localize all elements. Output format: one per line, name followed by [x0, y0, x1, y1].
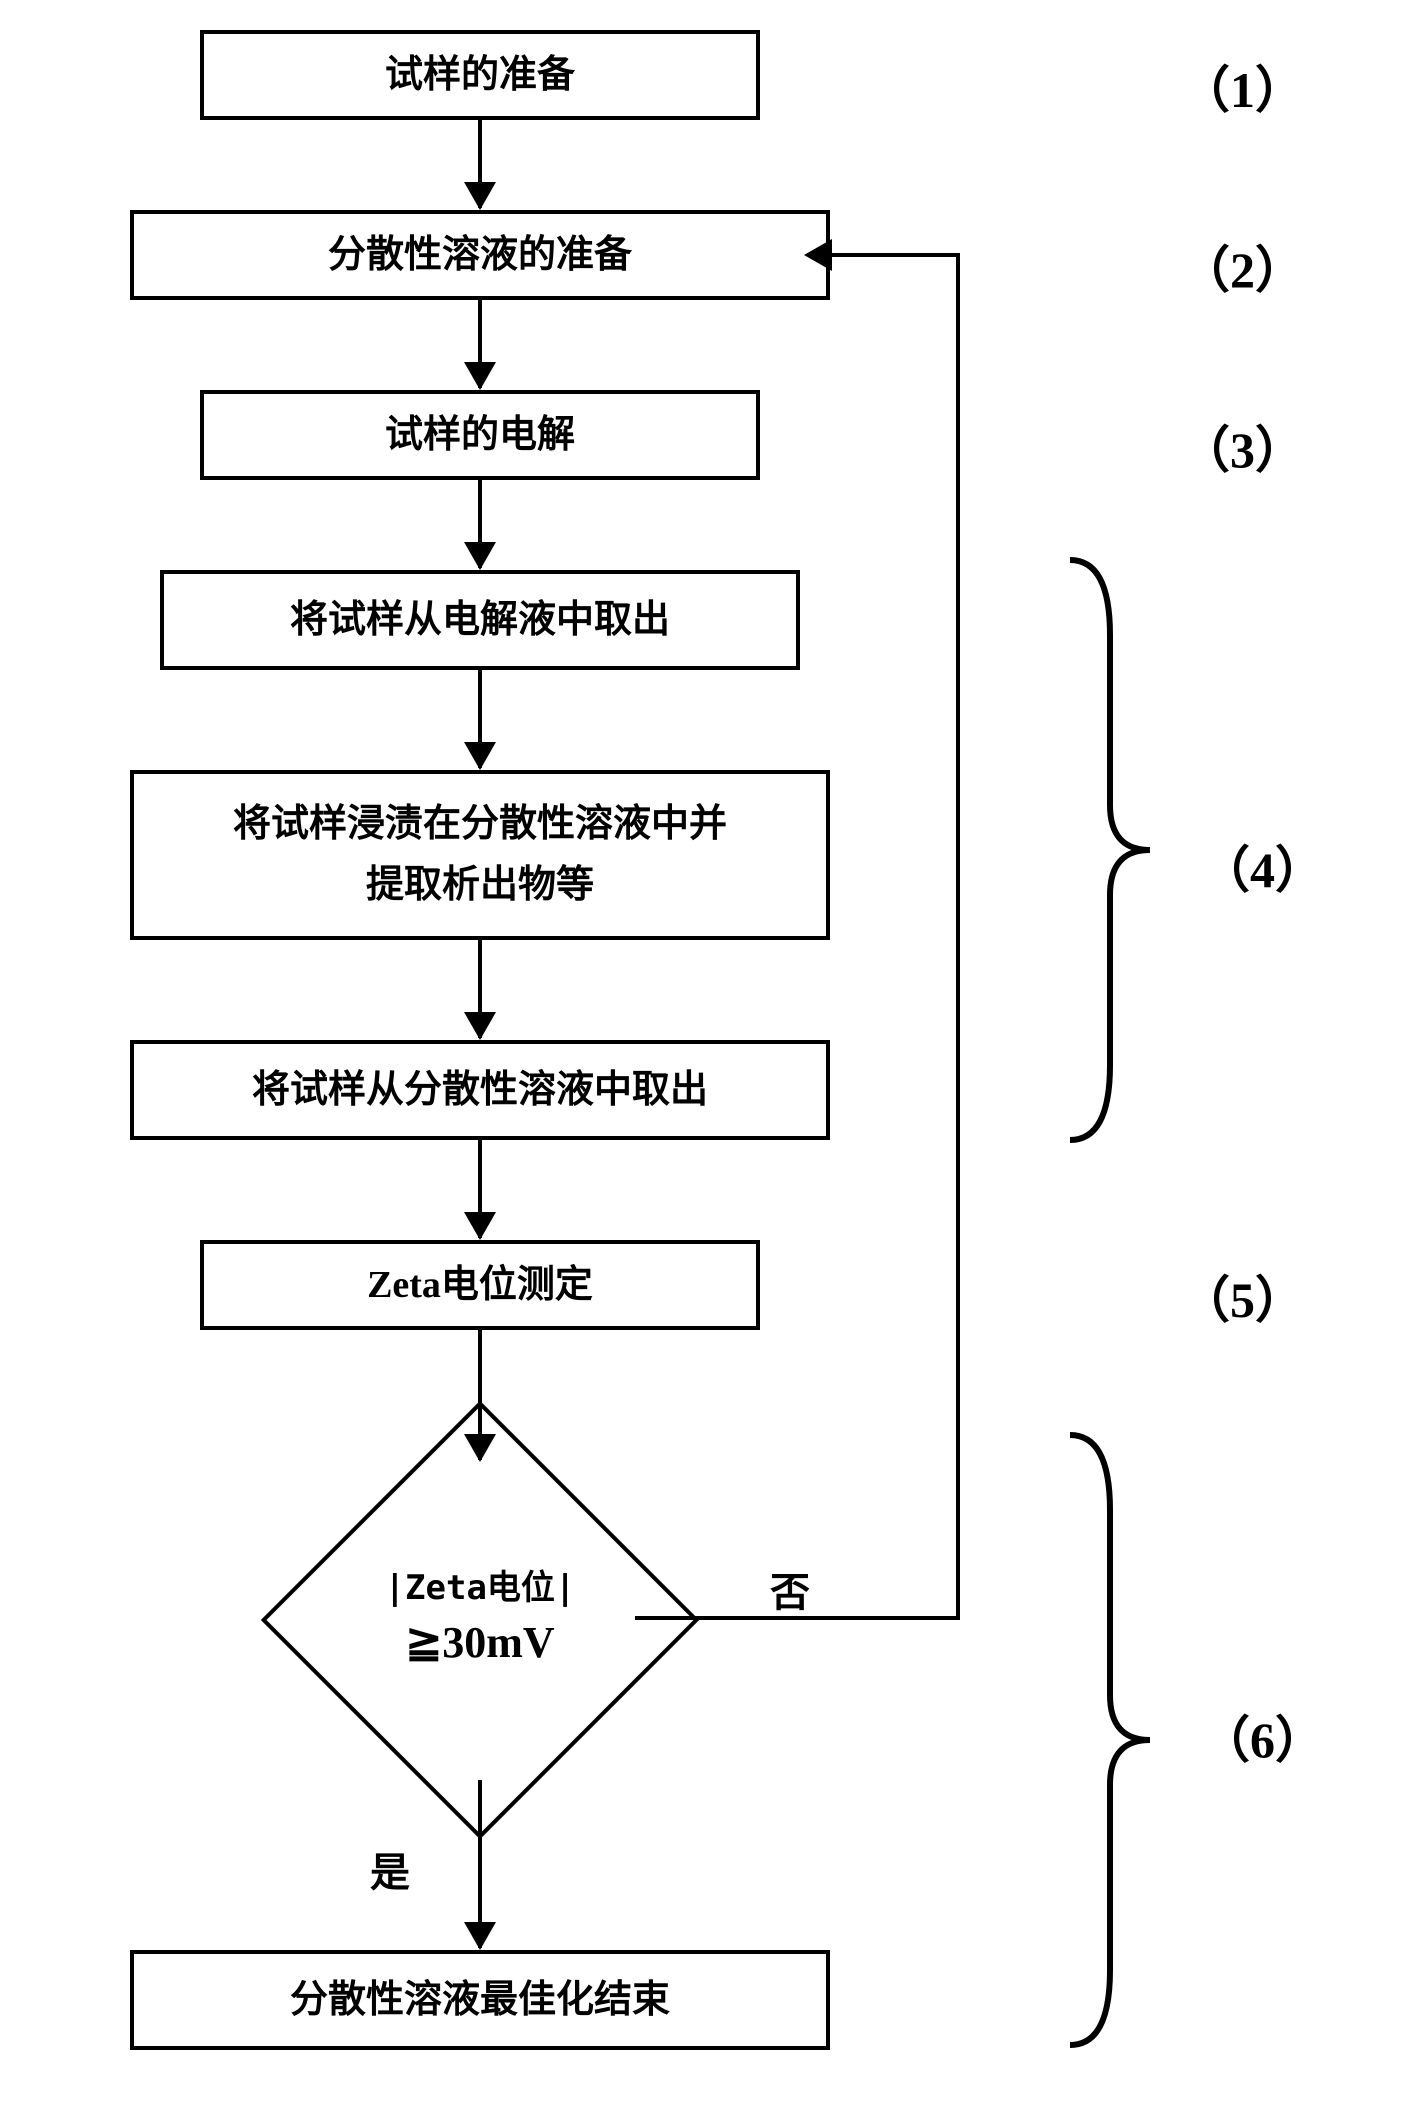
- brace-4-icon: [1050, 555, 1170, 1145]
- step-label-2: （2）: [1180, 230, 1305, 302]
- feedback-hline-top: [830, 253, 960, 257]
- box-text: 试样的准备: [385, 45, 575, 106]
- diamond-line2: ≧30mV: [330, 1617, 630, 1668]
- box-text: 将试样浸渍在分散性溶液中并 提取析出物等: [233, 794, 727, 916]
- box-text: 试样的电解: [385, 405, 575, 466]
- arrow-4: [478, 670, 482, 768]
- box-optimization-end: 分散性溶液最佳化结束: [130, 1950, 830, 2050]
- box-sample-prep: 试样的准备: [200, 30, 760, 120]
- label-yes: 是: [370, 1840, 410, 1898]
- diamond-text: |Zeta电位| ≧30mV: [330, 1560, 630, 1668]
- arrow-1: [478, 120, 482, 208]
- step-label-5: （5）: [1180, 1260, 1305, 1332]
- arrow-3: [478, 480, 482, 568]
- feedback-arrow-icon: [804, 239, 832, 271]
- step-label-4: （4）: [1200, 830, 1325, 902]
- box-text: 将试样从分散性溶液中取出: [252, 1060, 708, 1121]
- box-text: 分散性溶液最佳化结束: [290, 1970, 670, 2031]
- label-no: 否: [770, 1560, 810, 1618]
- diamond-line1: |Zeta电位|: [330, 1560, 630, 1609]
- box-immerse-extract: 将试样浸渍在分散性溶液中并 提取析出物等: [130, 770, 830, 940]
- arrow-7: [478, 1330, 482, 1460]
- box-text: 分散性溶液的准备: [328, 225, 632, 286]
- box-electrolysis: 试样的电解: [200, 390, 760, 480]
- box-remove-dispersion: 将试样从分散性溶液中取出: [130, 1040, 830, 1140]
- flowchart-container: 试样的准备 分散性溶液的准备 试样的电解 将试样从电解液中取出 将试样浸渍在分散…: [0, 0, 1408, 2123]
- step-label-1: （1）: [1180, 50, 1305, 122]
- box-dispersion-prep: 分散性溶液的准备: [130, 210, 830, 300]
- arrow-6: [478, 1140, 482, 1238]
- box-remove-electrolyte: 将试样从电解液中取出: [160, 570, 800, 670]
- step-label-3: （3）: [1180, 410, 1305, 482]
- box-text: Zeta电位测定: [367, 1255, 593, 1316]
- arrow-5: [478, 940, 482, 1038]
- step-label-6: （6）: [1200, 1700, 1325, 1772]
- brace-6-icon: [1050, 1430, 1170, 2050]
- box-zeta-measure: Zeta电位测定: [200, 1240, 760, 1330]
- arrow-8: [478, 1780, 482, 1948]
- box-text: 将试样从电解液中取出: [290, 590, 670, 651]
- arrow-2: [478, 300, 482, 388]
- feedback-vline: [956, 253, 960, 1620]
